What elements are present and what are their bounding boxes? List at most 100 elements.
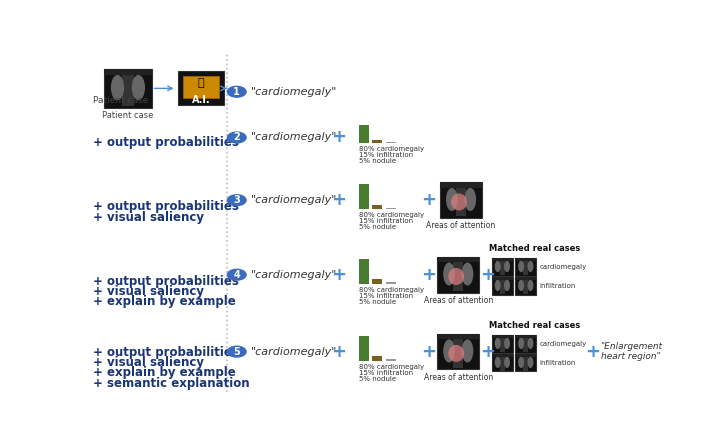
Bar [516, 354, 536, 371]
Bar [523, 279, 528, 293]
Text: +: + [421, 343, 436, 361]
Text: 5% nodule: 5% nodule [359, 224, 396, 231]
Text: 🦁: 🦁 [198, 78, 204, 88]
Text: "cardiomegaly": "cardiomegaly" [251, 270, 337, 280]
Text: cardiomegaly: cardiomegaly [539, 341, 587, 347]
Text: Matched real cases: Matched real cases [489, 321, 580, 330]
Ellipse shape [449, 268, 464, 285]
Bar [456, 186, 466, 216]
Bar [386, 359, 396, 361]
Ellipse shape [495, 356, 500, 368]
Text: + visual saliency: + visual saliency [93, 211, 204, 224]
Bar [500, 337, 505, 352]
Bar [516, 277, 536, 294]
Bar [440, 183, 482, 188]
Text: A.I.: A.I. [192, 95, 210, 105]
Text: Areas of attention: Areas of attention [423, 296, 493, 305]
Circle shape [227, 132, 247, 143]
Bar [122, 73, 134, 106]
Text: +: + [330, 343, 346, 361]
Text: + output probabilities: + output probabilities [93, 346, 238, 359]
Bar [386, 208, 396, 209]
Ellipse shape [528, 261, 534, 272]
Bar [516, 335, 536, 337]
Bar [523, 356, 528, 370]
Text: 80% cardiomegaly: 80% cardiomegaly [359, 212, 424, 218]
Text: infiltration: infiltration [539, 283, 575, 289]
Bar [492, 354, 513, 371]
Bar [440, 183, 482, 218]
Bar [386, 142, 396, 143]
Text: + output probabilities: + output probabilities [93, 201, 238, 213]
Ellipse shape [528, 337, 534, 349]
Bar [516, 335, 536, 352]
Text: "Enlargement
heart region": "Enlargement heart region" [600, 342, 662, 361]
Bar [492, 258, 513, 275]
Bar [183, 76, 220, 98]
Bar [500, 279, 505, 293]
Circle shape [227, 194, 247, 206]
Bar [523, 337, 528, 352]
Text: Patient case: Patient case [93, 96, 148, 105]
Text: "cardiomegaly": "cardiomegaly" [251, 195, 337, 205]
Bar [437, 257, 480, 262]
Text: +: + [330, 191, 346, 209]
Text: +: + [585, 343, 600, 361]
Bar [516, 277, 536, 279]
Text: + explain by example: + explain by example [93, 367, 235, 379]
Text: Patient case: Patient case [102, 110, 153, 120]
Text: + explain by example: + explain by example [93, 295, 235, 308]
Bar [523, 260, 528, 275]
Ellipse shape [518, 337, 524, 349]
Text: 2: 2 [233, 132, 240, 143]
Text: cardiomegaly: cardiomegaly [539, 264, 587, 270]
Text: 80% cardiomegaly: 80% cardiomegaly [359, 146, 424, 152]
Text: 5% nodule: 5% nodule [359, 376, 396, 382]
Bar [104, 69, 152, 108]
Bar [437, 334, 480, 370]
Bar [359, 259, 369, 284]
Circle shape [227, 86, 247, 98]
Text: "cardiomegaly": "cardiomegaly" [251, 132, 337, 143]
Text: +: + [330, 128, 346, 147]
Bar [492, 354, 513, 356]
Bar [372, 140, 382, 143]
Bar [359, 184, 369, 209]
Text: 15% infiltration: 15% infiltration [359, 293, 413, 299]
Bar [492, 277, 513, 279]
Text: + semantic explanation: + semantic explanation [93, 377, 249, 390]
Text: +: + [421, 266, 436, 284]
Text: Areas of attention: Areas of attention [426, 221, 495, 231]
Bar [454, 337, 463, 368]
Ellipse shape [504, 356, 510, 368]
Bar [516, 258, 536, 260]
Ellipse shape [111, 75, 124, 100]
Bar [516, 354, 536, 356]
Text: +: + [480, 266, 495, 284]
Bar [372, 356, 382, 361]
Text: + visual saliency: + visual saliency [93, 356, 204, 369]
Ellipse shape [451, 194, 467, 210]
Ellipse shape [518, 261, 524, 272]
Text: 5: 5 [233, 347, 240, 357]
Text: +: + [480, 343, 495, 361]
Ellipse shape [504, 280, 510, 291]
Ellipse shape [495, 280, 500, 291]
Text: 1: 1 [233, 87, 240, 97]
Ellipse shape [528, 280, 534, 291]
Text: 15% infiltration: 15% infiltration [359, 218, 413, 224]
Bar [492, 335, 513, 337]
Bar [386, 282, 396, 284]
Text: Matched real cases: Matched real cases [489, 244, 580, 253]
Ellipse shape [462, 262, 473, 286]
Text: + output probabilities: + output probabilities [93, 275, 238, 288]
Bar [492, 277, 513, 294]
Ellipse shape [444, 339, 455, 363]
Bar [500, 356, 505, 370]
Text: "cardiomegaly": "cardiomegaly" [251, 347, 337, 357]
Ellipse shape [495, 337, 500, 349]
Ellipse shape [446, 188, 458, 211]
Circle shape [227, 345, 247, 358]
Bar [372, 279, 382, 284]
Ellipse shape [504, 337, 510, 349]
